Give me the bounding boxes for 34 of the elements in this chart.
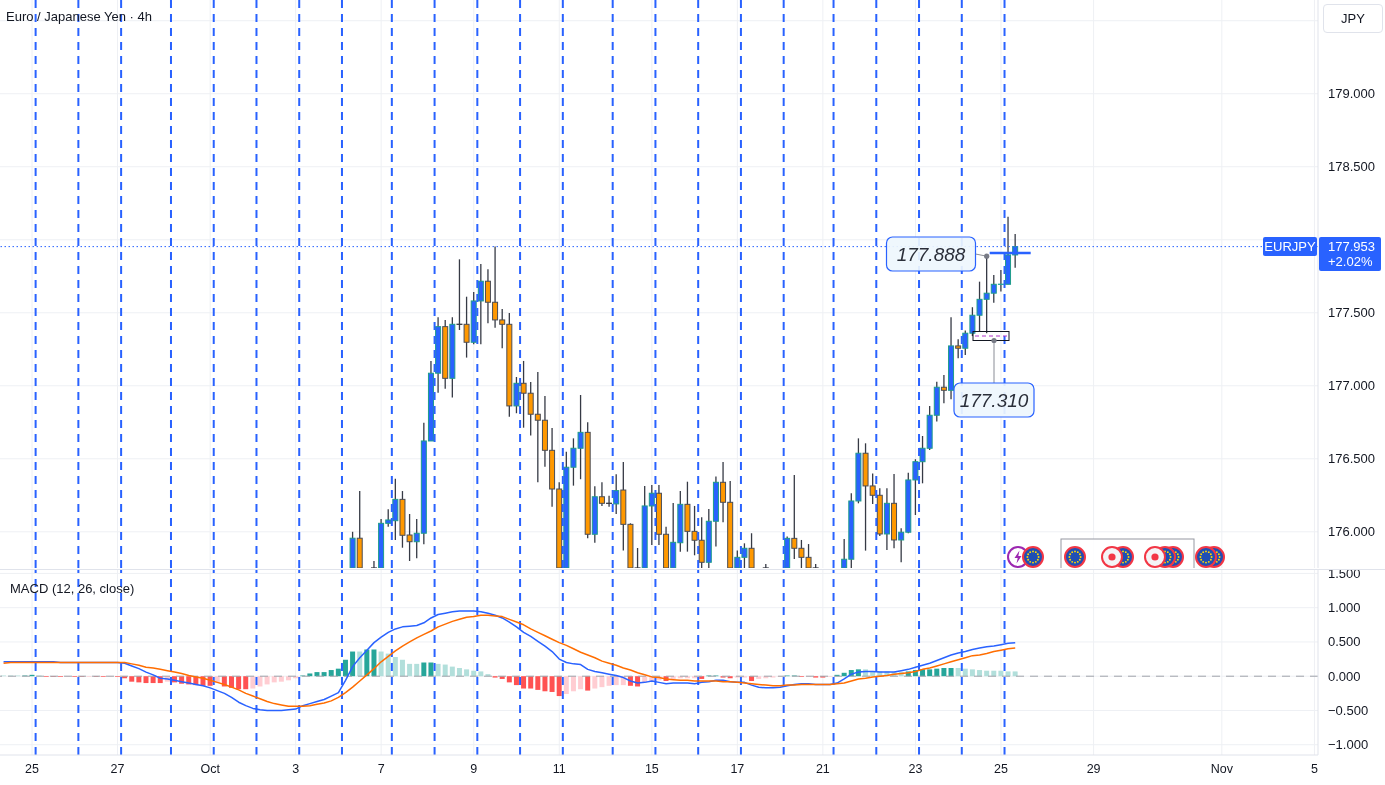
y-tick-label: 178.500	[1328, 159, 1375, 175]
y-tick-label: 177.000	[1328, 378, 1375, 394]
y-tick-label: 176.500	[1328, 451, 1375, 467]
y-tick-label: 0.000	[1328, 668, 1361, 684]
x-tick-label: 3	[292, 761, 300, 776]
x-tick-label: 5	[1310, 761, 1318, 776]
y-tick-label: 0.500	[1328, 634, 1361, 650]
text: +2.02%	[1328, 254, 1373, 270]
x-tick-label: Oct	[200, 761, 221, 776]
x-tick-label: 23	[908, 761, 923, 776]
x-tick-label: 25	[994, 761, 1008, 776]
y-tick-label: 1.000	[1328, 600, 1361, 616]
x-tick-label: 15	[644, 761, 659, 776]
y-axis-title: JPY	[1341, 11, 1365, 26]
x-tick-label: 25	[25, 761, 40, 776]
x-tick-label: 21	[815, 761, 830, 776]
x-tick-label: 27	[110, 761, 125, 776]
y-tick-label: 177.500	[1328, 305, 1375, 321]
x-tick-label: 9	[470, 761, 478, 776]
x-tick-label: 7	[377, 761, 385, 776]
y-tick-label: 179.000	[1328, 86, 1375, 102]
y-tick-label: 176.000	[1328, 524, 1375, 540]
text: MACD (12, 26, close)	[10, 581, 135, 596]
x-tick-label: 29	[1086, 761, 1101, 776]
ref-line-label: EURJPY	[1264, 239, 1316, 255]
x-tick-label: 17	[730, 761, 745, 776]
annotation: 177.310	[959, 389, 1029, 411]
y-tick-label: −0.500	[1328, 703, 1369, 719]
x-tick-label: Nov	[1210, 761, 1234, 776]
text: 177.953	[1328, 239, 1375, 255]
text: Euro / Japanese Yen · 4h	[6, 9, 153, 24]
x-tick-label: 11	[552, 761, 566, 776]
annotation: 177.888	[896, 243, 966, 265]
y-tick-label: −1.000	[1328, 737, 1369, 753]
